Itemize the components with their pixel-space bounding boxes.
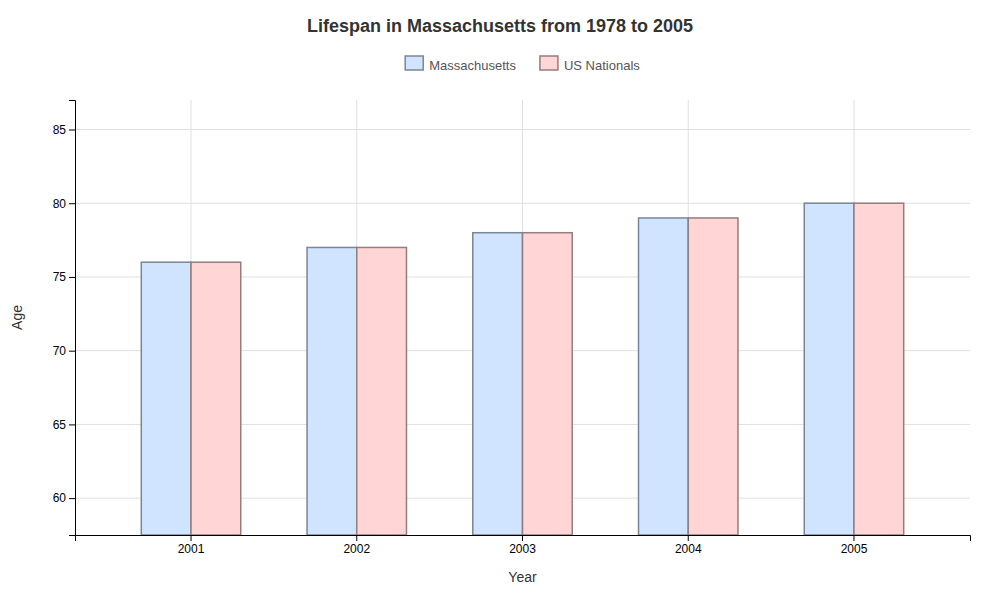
tick-mark (522, 535, 523, 541)
tick-mark (191, 535, 192, 541)
x-tick: 2003 (509, 535, 536, 556)
y-tick: 70 (53, 344, 75, 358)
y-tick: 75 (53, 270, 75, 284)
bar (804, 203, 854, 535)
legend-swatch (540, 56, 558, 70)
bar (639, 218, 689, 535)
tick-label: 65 (53, 418, 67, 432)
bar (307, 247, 357, 535)
tick-mark (69, 277, 75, 278)
x-tick: 2004 (675, 535, 702, 556)
tick-label: 85 (53, 123, 67, 137)
tick-label: 2001 (178, 542, 205, 556)
y-tick: 85 (53, 123, 75, 137)
legend: Massachusetts US Nationals (405, 56, 640, 73)
tick-mark (69, 203, 75, 204)
axis-line (76, 536, 971, 542)
chart-container: 2001 2002 2003 2004 2005 60 65 70 75 80 85 Year Age L… (0, 0, 1000, 600)
bar (141, 262, 191, 535)
bar-series (141, 203, 854, 535)
bar (357, 247, 407, 535)
tick-mark (69, 424, 75, 425)
bar-series (191, 203, 904, 535)
bars (141, 203, 903, 535)
tick-label: 60 (53, 491, 67, 505)
bar (191, 262, 241, 535)
tick-label: 75 (53, 270, 67, 284)
bar (523, 233, 573, 535)
tick-label: 80 (53, 197, 67, 211)
tick-mark (69, 351, 75, 352)
legend-label: US Nationals (564, 58, 640, 73)
y-tick: 80 (53, 197, 75, 211)
legend-label: Massachusetts (429, 58, 516, 73)
y-tick: 65 (53, 418, 75, 432)
bar (854, 203, 904, 535)
x-tick: 2005 (841, 535, 868, 556)
tick-mark (356, 535, 357, 541)
y-tick: 60 (53, 491, 75, 505)
grid (75, 100, 970, 535)
axis-line (69, 101, 76, 536)
tick-mark (69, 498, 75, 499)
y-axis: 60 65 70 75 80 85 (53, 101, 76, 536)
tick-label: 70 (53, 344, 67, 358)
x-tick: 2002 (343, 535, 370, 556)
y-axis-label: Age (9, 305, 25, 330)
bar (473, 233, 523, 535)
tick-label: 2005 (841, 542, 868, 556)
plot-area: 2001 2002 2003 2004 2005 60 65 70 75 80 85 (53, 100, 971, 556)
tick-mark (853, 535, 854, 541)
bar (688, 218, 738, 535)
x-tick: 2001 (178, 535, 205, 556)
x-axis-label: Year (508, 569, 537, 585)
tick-mark (688, 535, 689, 541)
legend-item: Massachusetts (405, 56, 516, 73)
chart-svg: 2001 2002 2003 2004 2005 60 65 70 75 80 85 Year Age L… (0, 0, 1000, 600)
tick-label: 2002 (343, 542, 370, 556)
tick-label: 2003 (509, 542, 536, 556)
tick-label: 2004 (675, 542, 702, 556)
x-axis: 2001 2002 2003 2004 2005 (76, 535, 971, 556)
legend-swatch (405, 56, 423, 70)
chart-title: Lifespan in Massachusetts from 1978 to 2… (307, 16, 693, 36)
legend-item: US Nationals (540, 56, 640, 73)
tick-mark (69, 129, 75, 130)
